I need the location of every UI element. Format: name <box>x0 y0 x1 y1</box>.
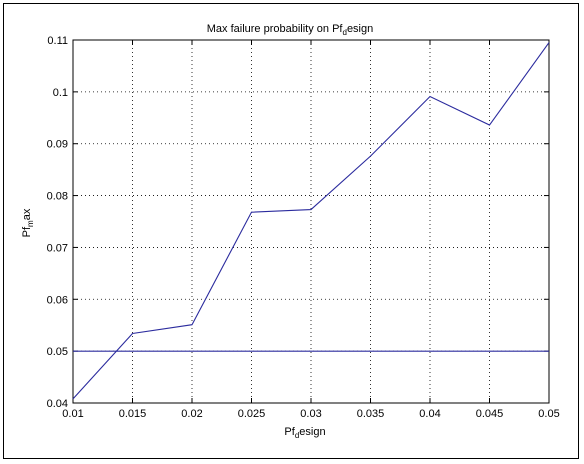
x-tick-label: 0.02 <box>181 408 202 420</box>
x-tick-label: 0.05 <box>538 408 559 420</box>
y-tick-label: 0.11 <box>47 35 68 47</box>
grid-lines <box>73 40 549 403</box>
tick-marks <box>72 39 550 404</box>
y-tick-label: 0.07 <box>47 242 68 254</box>
y-tick-label: 0.09 <box>47 139 68 151</box>
series-lines <box>72 42 550 400</box>
x-tick-label: 0.015 <box>119 408 147 420</box>
x-axis-label: Pfdesign <box>284 426 325 440</box>
x-tick-label: 0.01 <box>62 408 83 420</box>
y-tick-labels: 0.04 0.05 0.06 0.07 0.08 0.09 0.1 0.11 <box>47 35 68 410</box>
y-tick-label: 0.08 <box>47 191 68 203</box>
y-tick-label: 0.06 <box>47 294 68 306</box>
y-axis-label: Pfmax <box>21 208 35 237</box>
chart-title: Max failure probability on Pfdesign <box>207 23 373 37</box>
x-tick-label: 0.04 <box>419 408 440 420</box>
y-tick-label: 0.05 <box>47 346 68 358</box>
x-tick-label: 0.045 <box>476 408 504 420</box>
x-tick-label: 0.025 <box>238 408 266 420</box>
y-tick-label: 0.04 <box>47 398 68 410</box>
x-tick-label: 0.035 <box>357 408 385 420</box>
x-tick-labels: 0.01 0.015 0.02 0.025 0.03 0.035 0.04 0.045 0.05 <box>62 408 559 420</box>
x-tick-label: 0.03 <box>300 408 321 420</box>
y-tick-label: 0.1 <box>53 87 68 99</box>
figure-frame <box>3 3 579 459</box>
series-line-1 <box>72 42 550 400</box>
